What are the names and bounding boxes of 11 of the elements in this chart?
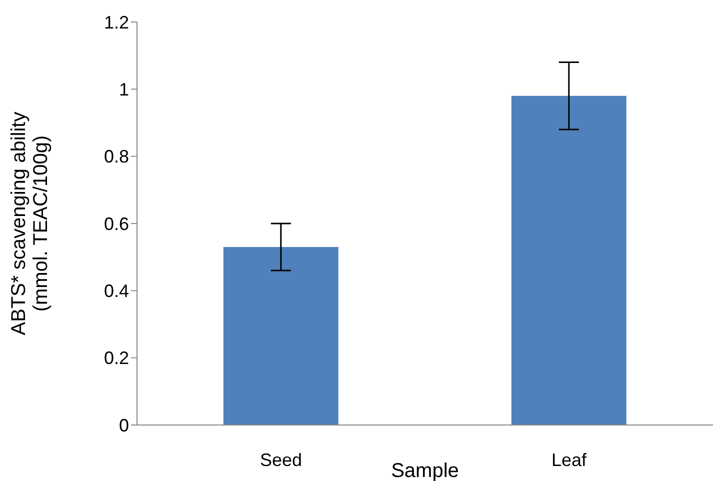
x-tick-label: Leaf	[551, 450, 588, 470]
y-tick-label: 0.8	[104, 146, 129, 167]
y-tick-label: 0.2	[104, 348, 129, 368]
x-tick-label: Seed	[260, 450, 302, 470]
y-axis-title: ABTS* scavenging ability (mmol. TEAC/100g)	[8, 112, 52, 336]
y-tick-label: 0.6	[104, 214, 129, 234]
y-tick-label: 1.2	[104, 12, 129, 32]
y-tick-label: 1	[118, 80, 129, 100]
x-axis-title: Sample	[391, 460, 459, 481]
y-tick-label: 0	[118, 415, 129, 436]
y-tick-label: 0.4	[104, 281, 129, 302]
